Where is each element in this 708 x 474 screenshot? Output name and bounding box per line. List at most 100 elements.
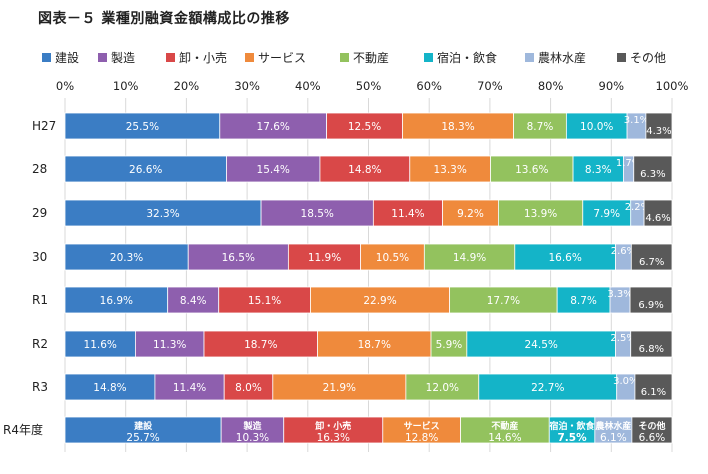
bar-value-label: 2.5% bbox=[610, 333, 635, 344]
bar-segment bbox=[478, 373, 618, 401]
legend-swatch bbox=[617, 53, 626, 62]
bar-value-label: 16.3% bbox=[317, 432, 350, 444]
bar-value-label: 10.0% bbox=[580, 121, 613, 133]
legend-label: 卸・小売 bbox=[179, 50, 227, 65]
bar-segment bbox=[64, 112, 221, 140]
bar-value-label: 17.7% bbox=[487, 295, 520, 307]
bar-value-label: 11.4% bbox=[391, 208, 424, 220]
legend-label: 製造 bbox=[111, 51, 135, 65]
bar-segment bbox=[631, 416, 673, 444]
bar-segment bbox=[466, 330, 616, 358]
bar-segment bbox=[283, 416, 384, 444]
bar-segment bbox=[287, 243, 362, 271]
bar-value-label: 13.3% bbox=[433, 164, 466, 176]
bar-value-label: 5.9% bbox=[436, 339, 463, 351]
bar-segment bbox=[630, 330, 673, 358]
bar-value-label: 7.9% bbox=[593, 208, 620, 220]
bar-value-label: 8.4% bbox=[180, 295, 207, 307]
bar-value-label: 6.1% bbox=[641, 387, 666, 398]
bar-value-label: 9.2% bbox=[457, 208, 484, 220]
bar-value-label: 12.0% bbox=[426, 382, 459, 394]
bar-segment bbox=[260, 199, 374, 227]
bar-segment bbox=[360, 243, 425, 271]
bar-value-label: 3.3% bbox=[607, 289, 632, 300]
bar-value-label: 6.1% bbox=[600, 432, 627, 444]
bar-value-label: 13.6% bbox=[515, 164, 548, 176]
bar-value-label: 6.8% bbox=[639, 344, 664, 355]
category-label: R2 bbox=[32, 337, 48, 351]
bar-value-label: 17.6% bbox=[257, 121, 290, 133]
bar-value-label: 6.3% bbox=[640, 169, 665, 180]
bar-segment bbox=[272, 373, 407, 401]
legend-label: 農林水産 bbox=[538, 50, 586, 65]
bar-value-label: 10.5% bbox=[376, 252, 409, 264]
x-tick-label: 10% bbox=[113, 79, 139, 93]
bar-value-label: 14.9% bbox=[453, 252, 486, 264]
legend-swatch bbox=[340, 53, 349, 62]
bar-value-label: 2.6% bbox=[611, 246, 636, 257]
bar-value-label: 16.6% bbox=[548, 252, 581, 264]
bar-series-label: 宿泊・飲食 bbox=[550, 420, 596, 432]
bar-series-label: 卸・小売 bbox=[315, 420, 351, 432]
bar-segment bbox=[310, 286, 451, 314]
bar-value-label: 25.7% bbox=[126, 432, 159, 444]
bar-series-label: 不動産 bbox=[491, 420, 518, 432]
bar-value-label: 18.7% bbox=[358, 339, 391, 351]
bar-value-label: 21.9% bbox=[323, 382, 356, 394]
bar-value-label: 18.7% bbox=[244, 339, 277, 351]
category-label: R4年度 bbox=[3, 422, 43, 437]
bar-value-label: 3.0% bbox=[613, 376, 638, 387]
category-label: R3 bbox=[32, 380, 48, 394]
bar-segment bbox=[409, 155, 491, 183]
x-tick-label: 0% bbox=[56, 79, 74, 93]
bar-series-label: サービス bbox=[404, 420, 440, 432]
bar-series-label: その他 bbox=[638, 420, 665, 432]
bar-segment bbox=[167, 286, 220, 314]
category-label: 30 bbox=[32, 250, 47, 264]
bar-series-label: 農林水産 bbox=[595, 420, 631, 432]
bar-segment bbox=[633, 155, 673, 183]
bar-value-label: 32.3% bbox=[146, 208, 179, 220]
legend-swatch bbox=[424, 53, 433, 62]
bar-segment bbox=[382, 416, 461, 444]
bar-value-label: 12.8% bbox=[405, 432, 438, 444]
bar-value-label: 18.5% bbox=[301, 208, 334, 220]
legend-swatch bbox=[245, 53, 254, 62]
bar-segment bbox=[64, 330, 136, 358]
bar-value-label: 11.9% bbox=[308, 252, 341, 264]
bar-segment bbox=[135, 330, 205, 358]
bar-value-label: 3.1% bbox=[624, 115, 649, 126]
x-tick-label: 100% bbox=[656, 79, 689, 93]
bar-segment bbox=[405, 373, 480, 401]
bar-value-label: 22.9% bbox=[363, 295, 396, 307]
bar-value-label: 11.6% bbox=[84, 339, 117, 351]
bar-segment bbox=[643, 199, 673, 227]
bar-series-label: 製造 bbox=[242, 420, 262, 432]
bar-value-label: 15.1% bbox=[248, 295, 281, 307]
bar-segment bbox=[594, 416, 633, 444]
bar-segment bbox=[423, 243, 516, 271]
bar-value-label: 10.3% bbox=[236, 432, 269, 444]
bar-segment bbox=[490, 155, 574, 183]
bar-value-label: 13.9% bbox=[524, 208, 557, 220]
x-tick-label: 80% bbox=[538, 79, 564, 93]
category-label: 28 bbox=[32, 162, 47, 176]
x-tick-label: 70% bbox=[477, 79, 503, 93]
x-tick-label: 50% bbox=[356, 79, 382, 93]
category-label: 29 bbox=[32, 206, 47, 220]
x-tick-label: 20% bbox=[174, 79, 200, 93]
category-label: H27 bbox=[32, 119, 56, 133]
x-tick-label: 40% bbox=[295, 79, 321, 93]
legend-swatch bbox=[166, 53, 175, 62]
legend-swatch bbox=[525, 53, 534, 62]
bar-value-label: 8.7% bbox=[527, 121, 554, 133]
bar-segment bbox=[218, 286, 311, 314]
bar-value-label: 14.8% bbox=[93, 382, 126, 394]
bar-segment bbox=[226, 155, 321, 183]
bar-segment bbox=[630, 243, 673, 271]
bar-value-label: 1.7% bbox=[616, 158, 641, 169]
bar-segment bbox=[64, 286, 169, 314]
chart-title: 図表－５ 業種別融資金額構成比の推移 bbox=[38, 11, 290, 27]
legend-label: その他 bbox=[630, 51, 666, 65]
bar-value-label: 15.4% bbox=[257, 164, 290, 176]
